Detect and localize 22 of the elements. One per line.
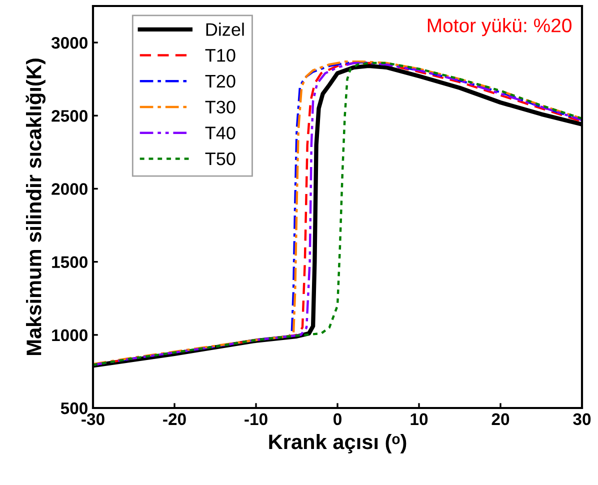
x-tick-label: 10 <box>410 413 428 426</box>
annotation: Motor yükü: %20 <box>428 18 572 36</box>
y-tick-label: 1000 <box>52 329 88 342</box>
legend-label: T30 <box>205 100 236 114</box>
y-tick-label: 2000 <box>52 183 88 195</box>
legend-label: T40 <box>205 126 236 140</box>
y-axis-title: Maksimum silindir sıcaklığı(K) <box>26 58 46 355</box>
y-tick-label: 500 <box>60 402 88 414</box>
x-tick-label: -10 <box>244 413 268 426</box>
legend-label: T20 <box>205 74 236 88</box>
x-tick-label: 0 <box>334 413 342 426</box>
legend-label: Dizel <box>206 22 244 36</box>
legend-label: T10 <box>205 48 236 62</box>
legend-label: T50 <box>205 152 236 166</box>
x-tick-label: -30 <box>82 413 104 426</box>
x-tick-label: -20 <box>163 413 186 426</box>
y-tick-label: 3000 <box>51 36 88 49</box>
x-tick-label: 20 <box>492 413 510 426</box>
y-tick-label: 1500 <box>52 256 88 268</box>
y-tick-label: 2500 <box>52 110 88 122</box>
x-tick-label: 30 <box>573 413 591 426</box>
x-axis-title: Krank açısı (ᵒ) <box>269 434 406 454</box>
